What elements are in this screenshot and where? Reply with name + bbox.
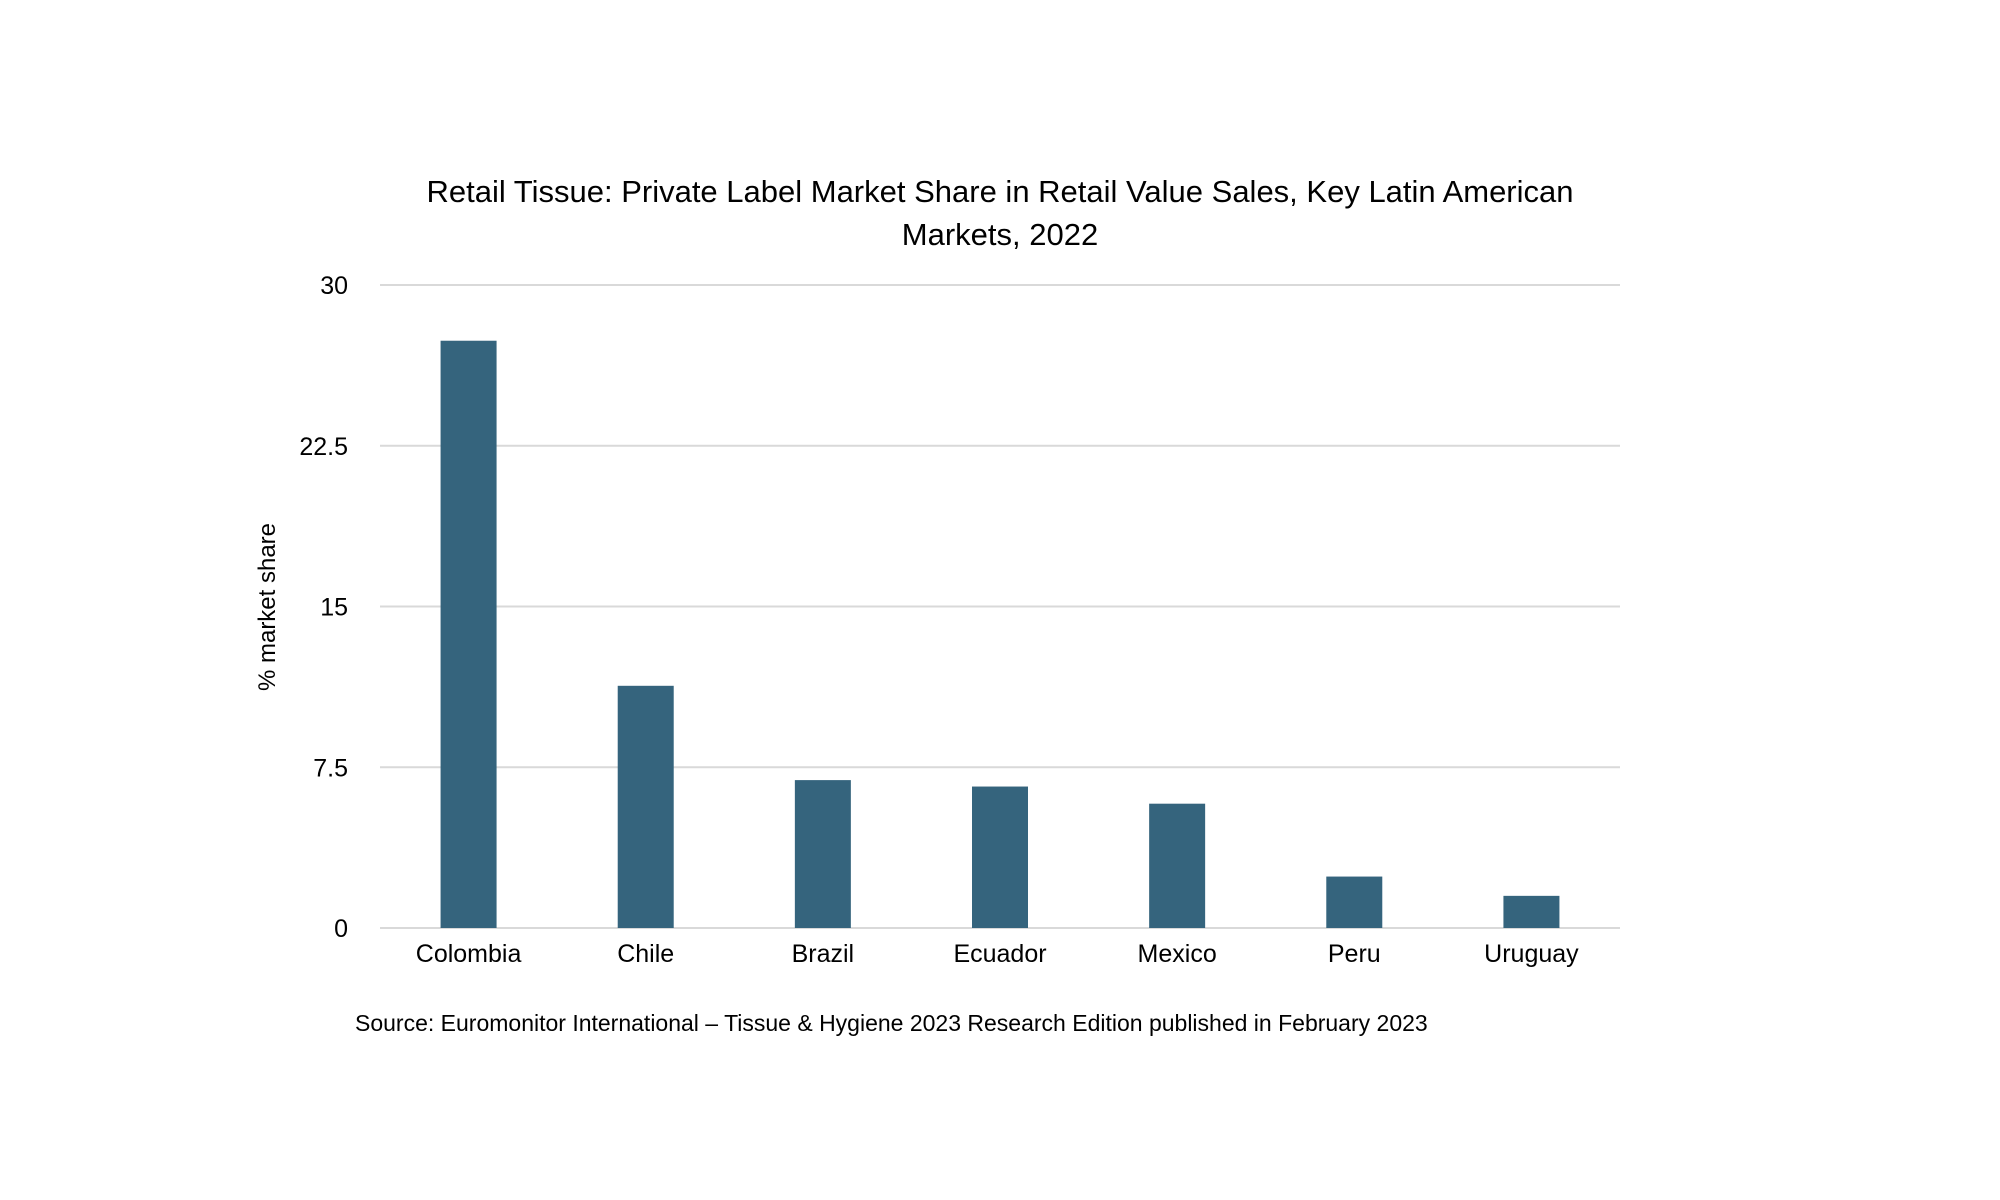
- bar-brazil: [794, 780, 851, 928]
- y-tick-label: 0: [334, 915, 348, 943]
- bar-mexico: [1149, 803, 1206, 928]
- source-note: Source: Euromonitor International – Tiss…: [355, 1010, 1428, 1036]
- chart-title: Retail Tissue: Private Label Market Shar…: [426, 174, 1574, 252]
- y-axis-ticks: 0 7.5 15 22.5 30: [299, 272, 348, 943]
- y-tick-label: 22.5: [299, 433, 348, 461]
- bar-peru: [1326, 876, 1383, 928]
- y-axis-label: % market share: [254, 522, 281, 692]
- y-tick-label: 15: [320, 594, 348, 622]
- bar-chile: [617, 685, 674, 928]
- bar-ecuador: [972, 786, 1028, 928]
- x-tick-label: Mexico: [1138, 940, 1217, 968]
- bars: [440, 340, 1560, 928]
- x-tick-label: Ecuador: [953, 940, 1046, 968]
- y-tick-label: 7.5: [313, 754, 348, 782]
- x-axis-ticks: Colombia Chile Brazil Ecuador Mexico Peru Urug…: [416, 940, 1579, 968]
- x-tick-label: Brazil: [792, 940, 855, 968]
- bar-colombia: [440, 340, 497, 928]
- x-tick-label: Uruguay: [1484, 940, 1579, 968]
- x-tick-label: Chile: [617, 940, 674, 968]
- y-tick-label: 30: [320, 272, 348, 300]
- x-tick-label: Colombia: [416, 940, 522, 968]
- bar-uruguay: [1503, 895, 1560, 928]
- x-tick-label: Peru: [1328, 940, 1381, 968]
